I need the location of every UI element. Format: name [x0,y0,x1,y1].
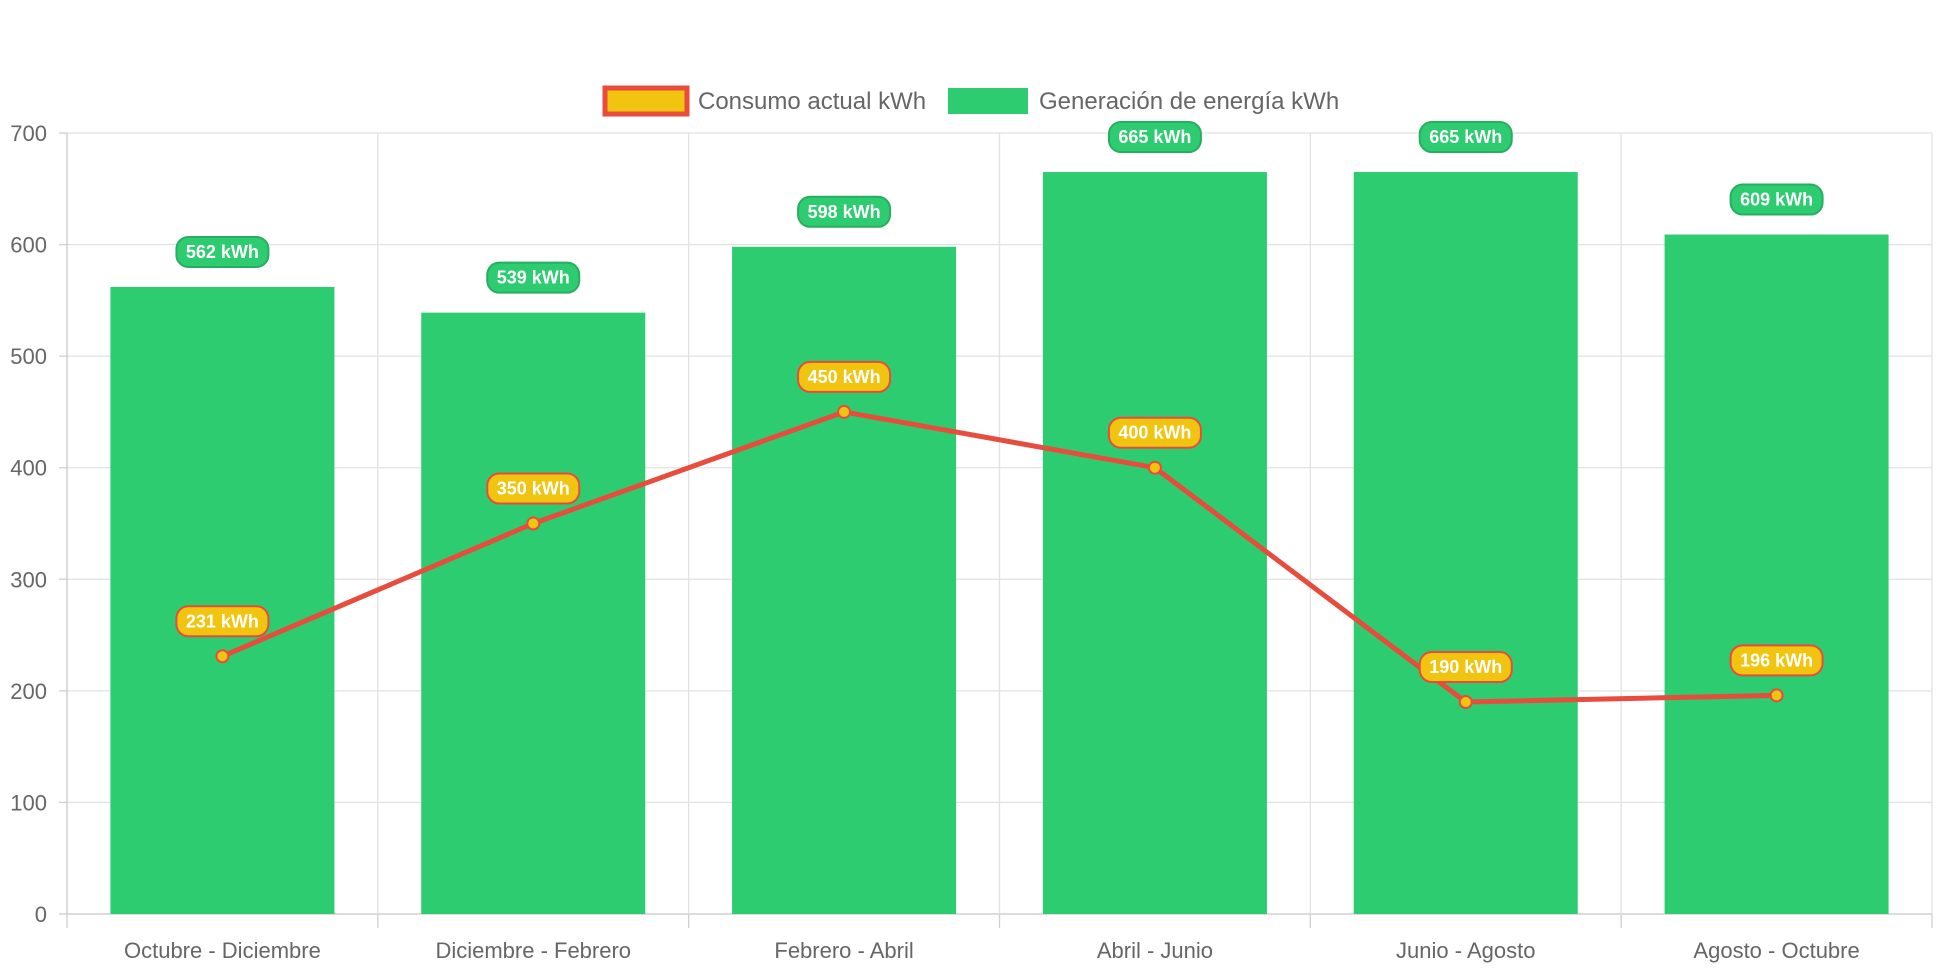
bar [421,312,646,914]
line-data-label-bg [1107,416,1202,449]
bar-data-label-text: 539 kWh [497,268,570,288]
grid [66,132,1933,915]
bar [110,286,335,914]
y-tick-label: 400 [10,456,47,481]
legend-swatch-generacion [948,88,1028,114]
line-point [1147,460,1162,475]
line-data-label-text: 400 kWh [1118,423,1191,443]
line-data-label-bg [486,472,581,505]
legend-item-consumo[interactable]: Consumo actual kWh [602,85,926,117]
bar [1664,234,1889,914]
bar-data-label: 539 kWh [486,261,581,294]
line-data-label-bg [1729,644,1824,677]
line-data-label: 196 kWh [1729,644,1824,677]
bar-series [110,172,1889,915]
y-tick-label: 700 [10,121,47,146]
x-tick-label: Junio - Agosto [1396,938,1535,963]
line-data-label: 400 kWh [1107,416,1202,449]
x-tick-label: Abril - Junio [1097,938,1213,963]
x-tick-label: Diciembre - Febrero [435,938,631,963]
y-axis: 0 100 200 300 400 500 600 700 [10,121,67,927]
bar-data-label-text: 609 kWh [1740,190,1813,210]
x-tick-label: Octubre - Diciembre [124,938,321,963]
legend-label-generacion: Generación de energía kWh [1039,88,1339,115]
bar-data-label: 665 kWh [1418,121,1513,154]
consumo-line [221,409,1777,705]
bar [1042,172,1267,915]
bar-data-label-text: 665 kWh [1429,127,1502,147]
line-point [215,649,230,664]
bar [1353,172,1578,915]
y-tick-label: 100 [10,790,47,815]
line-data-label-text: 196 kWh [1740,650,1813,670]
line-data-label-text: 450 kWh [808,367,881,387]
y-tick-label: 500 [10,344,47,369]
bar-data-label-bg [1418,121,1513,154]
line-point [1458,695,1473,710]
bar-data-label-text: 562 kWh [186,242,259,262]
line-data-label: 190 kWh [1418,651,1513,684]
bar-data-label: 665 kWh [1107,121,1202,154]
bar-data-label: 598 kWh [797,195,892,228]
bar-data-label-bg [486,261,581,294]
y-tick-label: 600 [10,233,47,258]
line-data-label-bg [797,360,892,393]
bar-data-label-bg [797,195,892,228]
line-series [215,404,1784,710]
bar-data-label-bg [1729,183,1824,216]
legend-label-consumo: Consumo actual kWh [698,88,926,115]
y-tick-label: 200 [10,679,47,704]
line-data-label: 350 kWh [486,472,581,505]
x-tick-label: Febrero - Abril [774,938,913,963]
x-tick-label: Agosto - Octubre [1693,938,1859,963]
bar-data-label-text: 665 kWh [1118,127,1191,147]
bar-data-label-bg [175,235,270,268]
line-data-label: 231 kWh [175,605,270,638]
legend[interactable]: Consumo actual kWh Generación de energía… [602,85,1339,117]
bar-data-label: 609 kWh [1729,183,1824,216]
line-point [1769,688,1784,703]
line-data-label-bg [175,605,270,638]
y-tick-label: 0 [35,902,47,927]
data-labels: 562 kWh 539 kWh 598 kWh 665 kWh 665 kWh 609 k… [175,121,1824,684]
line-point [837,404,852,419]
x-axis: Octubre - Diciembre Diciembre - Febrero Fe… [66,914,1933,963]
bar [732,246,957,914]
line-data-label-text: 231 kWh [186,611,259,631]
legend-item-generacion[interactable]: Generación de energía kWh [948,88,1339,115]
bar-data-label: 562 kWh [175,235,270,268]
line-data-label-bg [1418,651,1513,684]
bar-data-label-bg [1107,121,1202,154]
y-tick-label: 300 [10,567,47,592]
line-data-label: 450 kWh [797,360,892,393]
legend-swatch-consumo [602,85,690,117]
line-data-label-text: 350 kWh [497,479,570,499]
line-point [526,516,541,531]
line-data-label-text: 190 kWh [1429,657,1502,677]
bar-data-label-text: 598 kWh [808,202,881,222]
